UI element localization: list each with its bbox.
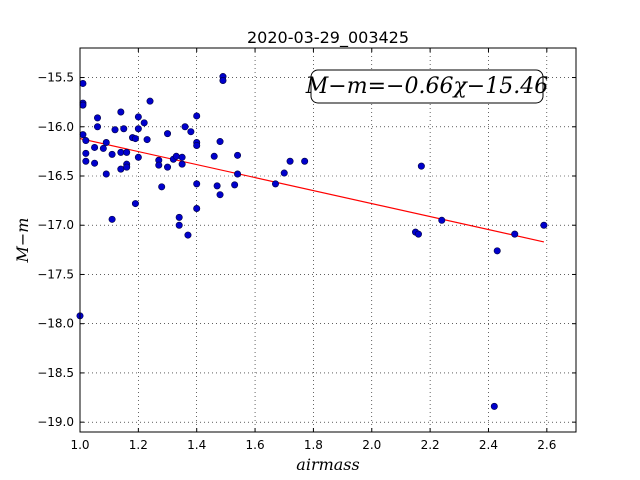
data-point — [82, 157, 90, 165]
chart-title: 2020-03-29_003425 — [247, 28, 409, 48]
y-tick-label: −16.0 — [37, 120, 74, 134]
y-tick-label: −18.0 — [37, 317, 74, 331]
data-point — [164, 163, 172, 171]
y-axis-label: M−m — [13, 218, 32, 264]
data-point — [94, 114, 102, 122]
x-tick-label: 1.0 — [70, 438, 89, 452]
data-point — [187, 128, 195, 136]
y-tick-label: −19.0 — [37, 415, 74, 429]
data-point — [511, 230, 519, 238]
data-point — [234, 170, 242, 178]
data-point — [540, 221, 548, 229]
data-point — [155, 161, 163, 169]
data-point — [108, 215, 116, 223]
x-tick-label: 1.2 — [129, 438, 148, 452]
data-point — [438, 216, 446, 224]
data-point — [271, 180, 279, 188]
data-point — [146, 97, 154, 105]
y-tick-label: −15.5 — [37, 71, 74, 85]
data-point — [184, 231, 192, 239]
data-point — [490, 402, 498, 410]
data-point — [117, 165, 125, 173]
data-point — [178, 160, 186, 168]
data-point — [117, 108, 125, 116]
data-point — [301, 157, 309, 165]
data-point — [175, 221, 183, 229]
data-point — [213, 182, 221, 190]
y-tick-label: −17.0 — [37, 218, 74, 232]
data-point — [280, 169, 288, 177]
data-point — [417, 162, 425, 170]
fit-line-layer — [79, 137, 545, 243]
data-point — [216, 138, 224, 146]
data-point — [193, 112, 201, 120]
data-point — [134, 153, 142, 161]
y-tick-label: −16.5 — [37, 169, 74, 183]
data-point — [123, 163, 131, 171]
data-point — [193, 141, 201, 149]
data-point — [99, 144, 107, 152]
data-point — [193, 204, 201, 212]
x-tick-label: 2.6 — [537, 438, 556, 452]
data-point — [414, 230, 422, 238]
x-axis-label: airmass — [296, 455, 359, 474]
data-point — [102, 139, 110, 147]
data-point — [140, 119, 148, 127]
plot-frame — [79, 47, 577, 433]
data-point — [91, 159, 99, 167]
x-tick-label: 1.6 — [246, 438, 265, 452]
data-point — [164, 130, 172, 138]
legend-box: M−m=−0.66χ−15.46 — [305, 69, 548, 104]
data-point — [111, 126, 119, 134]
data-point — [219, 76, 227, 84]
axis-ticks — [79, 48, 576, 432]
y-tick-labels: −15.5 −16.0 −16.5 −17.0 −17.5 −18.0 −18.5 −19.0 — [37, 71, 74, 430]
data-point — [94, 123, 102, 131]
y-tick-label: −17.5 — [37, 267, 74, 281]
data-point — [79, 101, 87, 109]
data-point — [102, 170, 110, 178]
legend-fit-equation: M−m=−0.66χ−15.46 — [305, 74, 548, 99]
x-tick-label: 2.2 — [421, 438, 440, 452]
data-point — [134, 113, 142, 121]
data-point — [134, 125, 142, 133]
data-point — [181, 123, 189, 131]
data-point — [131, 200, 139, 208]
grid-lines — [79, 48, 576, 432]
data-point — [82, 149, 90, 157]
data-point — [175, 213, 183, 221]
data-point — [91, 143, 99, 151]
data-point — [108, 150, 116, 158]
x-tick-label: 2.0 — [362, 438, 381, 452]
y-tick-label: −18.5 — [37, 366, 74, 380]
data-point — [234, 151, 242, 159]
x-tick-label: 2.4 — [479, 438, 498, 452]
data-point — [143, 136, 151, 144]
fit-line — [79, 137, 545, 243]
data-point — [131, 135, 139, 143]
data-point — [82, 137, 90, 145]
data-point — [123, 148, 131, 156]
data-point — [493, 247, 501, 255]
data-point — [210, 152, 218, 160]
data-point — [286, 157, 294, 165]
data-point — [193, 180, 201, 188]
data-point — [79, 79, 87, 87]
data-point — [79, 131, 87, 139]
x-tick-label: 1.8 — [304, 438, 323, 452]
data-point — [178, 153, 186, 161]
x-tick-labels: 1.0 1.2 1.4 1.6 1.8 2.0 2.2 2.4 2.6 — [70, 438, 556, 452]
data-point — [120, 125, 128, 133]
data-point — [231, 181, 239, 189]
data-point — [216, 191, 224, 199]
data-point — [158, 183, 166, 191]
data-point — [117, 148, 125, 156]
data-points — [76, 73, 548, 410]
x-tick-label: 1.4 — [187, 438, 206, 452]
data-point — [172, 152, 180, 160]
